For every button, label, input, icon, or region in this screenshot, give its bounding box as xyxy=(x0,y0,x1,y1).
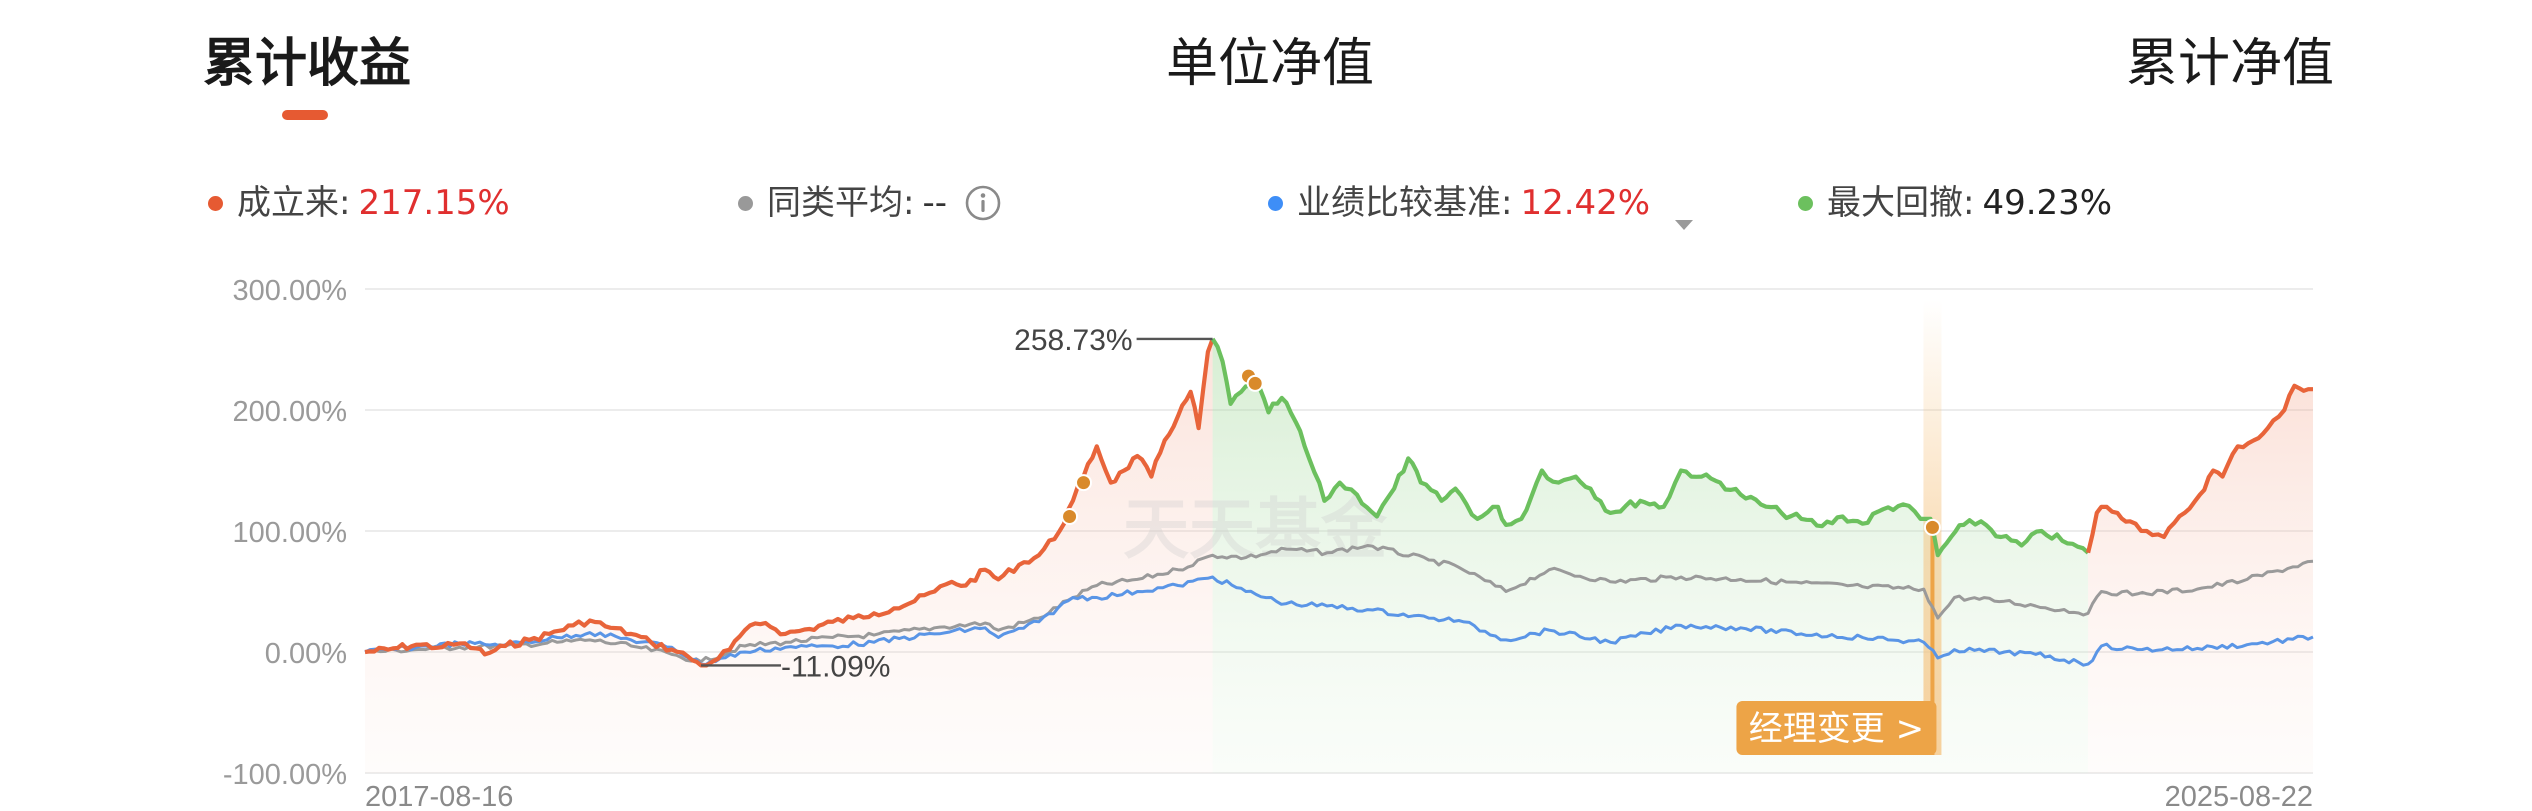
legend-item-since-inception: 成立来 : 217.15% xyxy=(208,178,510,228)
legend-value: -- xyxy=(922,183,948,223)
legend-label: 业绩比较基准 xyxy=(1297,183,1501,223)
legend-colon: : xyxy=(339,183,351,223)
legend-label: 最大回撤 xyxy=(1827,183,1963,223)
legend-item-peer-average: 同类平均 : -- xyxy=(738,178,1001,228)
event-marker xyxy=(1923,518,1941,536)
line-max-drawdown xyxy=(1210,337,2090,558)
y-tick-label: 300.00% xyxy=(233,275,348,307)
manager-change-badge xyxy=(1736,701,1937,755)
min-value-label: -11.09% xyxy=(781,650,891,683)
cumulative-return-chart: 300.00%200.00%100.00%0.00%-100.00% 天天基金 … xyxy=(223,275,2314,811)
info-icon[interactable] xyxy=(965,185,1001,221)
series-areas xyxy=(365,338,2313,773)
legend-colon: : xyxy=(1501,183,1513,223)
legend-value: 49.23% xyxy=(1982,183,2113,223)
legend-label: 同类平均 xyxy=(767,183,903,223)
chart-legend: 成立来 : 217.15% 同类平均 : -- 业绩比较基准 : 12.42% … xyxy=(0,178,2532,234)
legend-colon: : xyxy=(903,183,915,223)
watermark: 天天基金 xyxy=(1123,490,1388,568)
area-fund-recent xyxy=(2088,385,2313,773)
legend-dot xyxy=(738,195,753,211)
x-axis-start-label: 2017-08-16 xyxy=(365,781,513,811)
manager-change-label: 经理变更 > xyxy=(1749,709,1924,749)
legend-dot xyxy=(1798,195,1813,211)
event-markers xyxy=(1061,367,1941,536)
max-value-label: 258.73% xyxy=(1014,324,1132,357)
legend-dot xyxy=(208,195,223,211)
area-max-drawdown xyxy=(1212,338,2089,773)
legend-label: 成立来 xyxy=(237,183,339,223)
y-tick-label: -100.00% xyxy=(223,759,347,791)
event-marker xyxy=(1075,474,1093,492)
line-fund-recent xyxy=(2086,383,2313,554)
line-fund-early xyxy=(364,338,1215,668)
tab-cumulative-nav[interactable]: 累计净值 xyxy=(2126,34,2335,94)
annotations: 258.73% -11.09% 经理变更 > xyxy=(700,324,1937,755)
legend-value: 217.15% xyxy=(358,183,510,223)
legend-item-max-drawdown: 最大回撤 : 49.23% xyxy=(1798,178,2112,228)
series-lines xyxy=(364,337,2314,668)
legend-value: 12.42% xyxy=(1520,183,1651,223)
dropdown-triangle-icon[interactable] xyxy=(1674,196,1694,230)
y-axis: 300.00% 200.00% 100.00% 0.00% -100.00% xyxy=(223,275,347,791)
event-marker xyxy=(1246,374,1264,392)
tab-unit-nav[interactable]: 单位净值 xyxy=(1166,34,1375,94)
area-fund-early xyxy=(365,338,1213,773)
event-marker xyxy=(1061,507,1079,525)
tab-cumulative-return[interactable]: 累计收益 xyxy=(203,34,412,94)
tab-bar: 累计收益 单位净值 累计净值 xyxy=(0,28,2532,128)
y-tick-label: 0.00% xyxy=(265,638,347,670)
legend-item-benchmark[interactable]: 业绩比较基准 : 12.42% xyxy=(1268,178,1694,230)
line-peer-average xyxy=(364,544,2314,664)
legend-dot xyxy=(1268,195,1283,211)
active-tab-indicator xyxy=(282,110,328,120)
y-tick-label: 100.00% xyxy=(233,517,348,549)
y-tick-label: 200.00% xyxy=(233,396,348,428)
legend-colon: : xyxy=(1963,183,1975,223)
x-axis-end-label: 2025-08-22 xyxy=(2165,781,2313,811)
manager-change-button[interactable]: 经理变更 > xyxy=(1736,701,1937,755)
